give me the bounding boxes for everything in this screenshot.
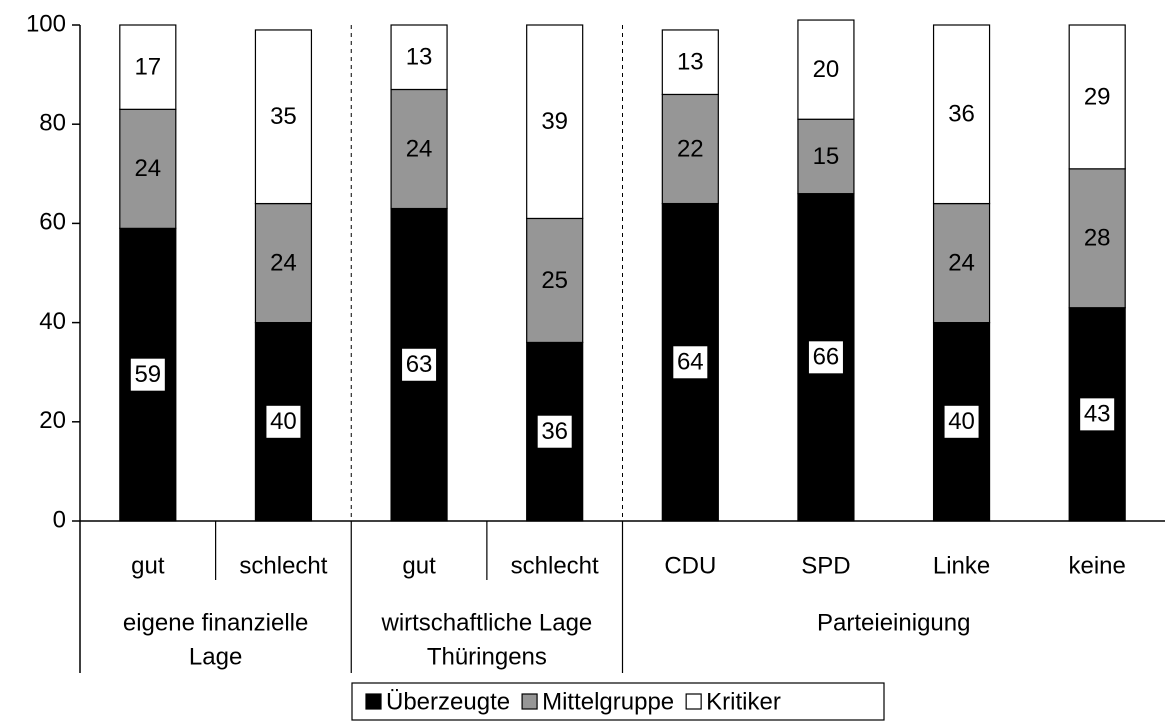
data-label: 36: [948, 101, 975, 128]
x-tick-label: gut: [131, 552, 165, 579]
x-tick-label: schlecht: [511, 552, 599, 579]
data-label: 22: [677, 135, 704, 162]
legend: [351, 682, 885, 721]
group-label: Lage: [189, 643, 242, 670]
data-label: 15: [813, 143, 840, 170]
bar-segment: [661, 29, 719, 96]
bar-segment: [932, 202, 991, 324]
data-label: 66: [813, 344, 840, 371]
group-label: eigene finanzielle: [123, 609, 308, 636]
x-tick-label: schlecht: [239, 552, 327, 579]
data-label: 13: [677, 49, 704, 76]
bar-segment: [119, 24, 177, 110]
bar-segment: [661, 93, 719, 205]
bar-segment: [526, 217, 584, 344]
data-label: 39: [541, 108, 568, 135]
x-tick-label: SPD: [801, 552, 850, 579]
data-label: 64: [677, 349, 704, 376]
label-box: [808, 341, 843, 374]
data-label: 13: [406, 44, 433, 71]
bar-segment: [390, 24, 448, 91]
data-label: 24: [134, 155, 161, 182]
bar-segment: [254, 202, 313, 324]
x-tick-label: keine: [1069, 552, 1126, 579]
data-label: 35: [270, 103, 297, 130]
y-tick-label: 20: [39, 407, 66, 434]
label-box: [537, 415, 572, 448]
data-label: 28: [1084, 225, 1111, 252]
label-box: [130, 358, 165, 391]
group-label: Thüringens: [427, 643, 547, 670]
label-box: [1080, 398, 1115, 431]
group-label: Parteieinigung: [817, 609, 970, 636]
y-tick-label: 100: [26, 10, 66, 37]
y-tick-label: 0: [53, 506, 66, 533]
data-label: 20: [813, 56, 840, 83]
x-tick-label: gut: [402, 552, 436, 579]
bar-segment: [526, 24, 584, 220]
label-box: [673, 346, 708, 379]
label-box: [402, 348, 437, 381]
data-label: 17: [134, 54, 161, 81]
legend-swatch: [365, 693, 382, 710]
label-box: [944, 405, 979, 438]
y-tick-label: 40: [39, 308, 66, 335]
data-label: 36: [541, 418, 568, 445]
y-tick-label: 80: [39, 110, 66, 137]
legend-swatch: [521, 693, 538, 710]
group-label: wirtschaftliche Lage: [380, 609, 592, 636]
data-label: 24: [406, 135, 433, 162]
bar-segment: [932, 24, 991, 205]
y-tick-label: 60: [39, 209, 66, 236]
legend-label: Überzeugte: [386, 688, 510, 715]
legend-swatch: [685, 693, 702, 710]
legend-label: Kritiker: [706, 688, 781, 715]
bar-segment: [390, 88, 448, 210]
x-tick-label: CDU: [664, 552, 716, 579]
bar-segment: [797, 118, 855, 195]
data-label: 63: [406, 351, 433, 378]
data-label: 59: [134, 361, 161, 388]
bar-segment: [254, 29, 313, 205]
data-label: 40: [948, 408, 975, 435]
x-tick-label: Linke: [933, 552, 990, 579]
data-label: 24: [948, 249, 975, 276]
legend-label: Mittelgruppe: [542, 688, 674, 715]
data-label: 29: [1084, 83, 1111, 110]
bar-segment: [1068, 24, 1126, 170]
data-label: 40: [270, 408, 297, 435]
data-label: 25: [541, 267, 568, 294]
label-box: [266, 405, 301, 438]
data-label: 24: [270, 249, 297, 276]
bar-segment: [119, 108, 177, 229]
data-label: 43: [1084, 401, 1111, 428]
bar-segment: [797, 19, 855, 120]
